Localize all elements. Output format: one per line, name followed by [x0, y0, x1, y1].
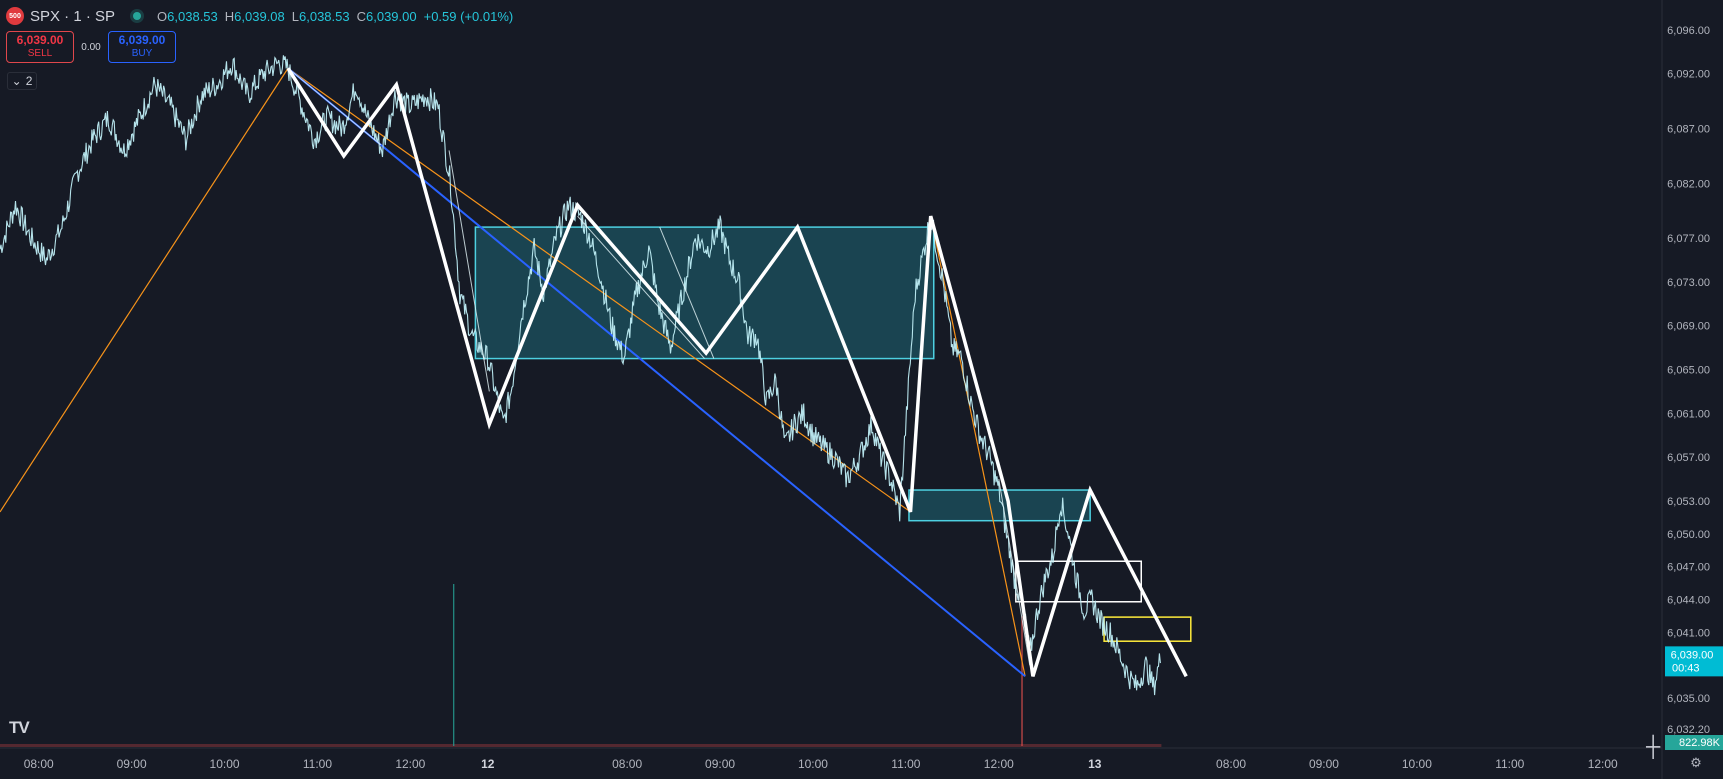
countdown-label: 00:43 [1672, 662, 1700, 674]
sell-button[interactable]: 6,039.00 SELL [6, 31, 74, 63]
price-tick-label: 6,065.00 [1667, 365, 1710, 377]
thin-line [448, 150, 490, 392]
indicator-count: 2 [25, 74, 33, 88]
thin-line [998, 478, 1031, 666]
time-tick-label: 09:00 [1309, 757, 1339, 771]
exchange-logo-icon: 500 [6, 7, 24, 25]
price-tick-label: 6,092.00 [1667, 69, 1710, 81]
last-price-label: 6,039.00 [1671, 649, 1714, 661]
chevron-down-icon: ⌄ [11, 74, 22, 88]
time-axis[interactable]: 08:00 09:00 10:00 11:00 12:00 12 08:00 09:00 10:… [24, 757, 1618, 771]
time-tick-label: 10:00 [798, 757, 828, 771]
symbol-header: 500 SPX · 1 · SP O6,038.53 H6,039.08 L6,… [6, 6, 513, 26]
white-zigzag [286, 67, 1188, 678]
price-tick-label: 6,032.20 [1667, 724, 1710, 736]
price-tick-label: 6,035.00 [1667, 693, 1710, 705]
orange-trendline [287, 67, 911, 513]
time-tick-label: 12:00 [1588, 757, 1618, 771]
orange-trendlines [0, 67, 1026, 677]
thin-lines [287, 67, 1031, 666]
time-tick-label: 09:00 [117, 757, 147, 771]
price-tick-label: 6,073.00 [1667, 277, 1710, 289]
buy-button[interactable]: 6,039.00 BUY [108, 31, 176, 63]
crosshair-cursor-icon: ┼ [1646, 736, 1661, 758]
grid-layer [0, 0, 1663, 779]
last-price-tag [1665, 646, 1723, 677]
time-tick-label: 12 [481, 757, 495, 771]
spread-value: 0.00 [81, 41, 101, 53]
price-axis[interactable]: 6,096.00 6,092.00 6,087.00 6,082.00 6,077.00… [1665, 25, 1723, 750]
tradingview-logo-icon[interactable]: TV [9, 718, 30, 737]
thin-line [659, 226, 715, 359]
volume-baseline [0, 744, 1162, 747]
zigzag-line [286, 67, 1188, 678]
volume-layer [0, 584, 1162, 747]
price-tick-label: 6,096.00 [1667, 25, 1710, 37]
price-series [0, 55, 1161, 696]
thin-line [287, 67, 382, 146]
change-value: +0.59 (+0.01%) [423, 8, 514, 24]
volume-tag-label: 822.98K [1679, 737, 1721, 749]
time-tick-label: 10:00 [210, 757, 240, 771]
price-tick-label: 6,082.00 [1667, 178, 1710, 190]
thin-line [577, 215, 705, 359]
time-tick-label: 12:00 [984, 757, 1014, 771]
time-tick-label: 10:00 [1402, 757, 1432, 771]
blue-trendline [287, 67, 1026, 678]
ohlc-values: O6,038.53 H6,039.08 L6,038.53 C6,039.00 … [157, 8, 514, 24]
price-tick-label: 6,061.00 [1667, 408, 1710, 420]
price-tick-label: 6,050.00 [1667, 529, 1710, 541]
trade-panel: 6,039.00 SELL 0.00 6,039.00 BUY [6, 31, 176, 63]
price-tick-label: 6,077.00 [1667, 233, 1710, 245]
volume-tag [1665, 735, 1723, 750]
time-tick-label: 11:00 [1495, 757, 1524, 771]
price-tick-label: 6,057.00 [1667, 452, 1710, 464]
orange-trendline [930, 216, 1026, 677]
gear-icon[interactable]: ⚙ [1690, 755, 1702, 770]
time-tick-label: 08:00 [24, 757, 54, 771]
time-tick-label: 11:00 [303, 757, 332, 771]
price-tick-label: 6,053.00 [1667, 496, 1710, 508]
zones-layer [474, 226, 1192, 642]
price-tick-label: 6,044.00 [1667, 595, 1710, 607]
price-tick-label: 6,069.00 [1667, 321, 1710, 333]
time-tick-label: 09:00 [705, 757, 735, 771]
indicators-collapse-button[interactable]: ⌄ 2 [7, 72, 37, 90]
price-tick-label: 6,041.00 [1667, 627, 1710, 639]
time-tick-label: 11:00 [891, 757, 920, 771]
price-tick-label: 6,047.00 [1667, 562, 1710, 574]
market-status-icon [133, 12, 142, 20]
blue-trendline [287, 67, 1026, 678]
orange-trendline [0, 67, 289, 513]
time-tick-label: 08:00 [1216, 757, 1246, 771]
time-tick-label: 08:00 [612, 757, 642, 771]
symbol-title[interactable]: SPX · 1 · SP [30, 7, 116, 25]
price-line [0, 55, 1161, 696]
time-tick-label: 13 [1088, 757, 1102, 771]
time-tick-label: 12:00 [395, 757, 425, 771]
price-tick-label: 6,087.00 [1667, 124, 1710, 136]
